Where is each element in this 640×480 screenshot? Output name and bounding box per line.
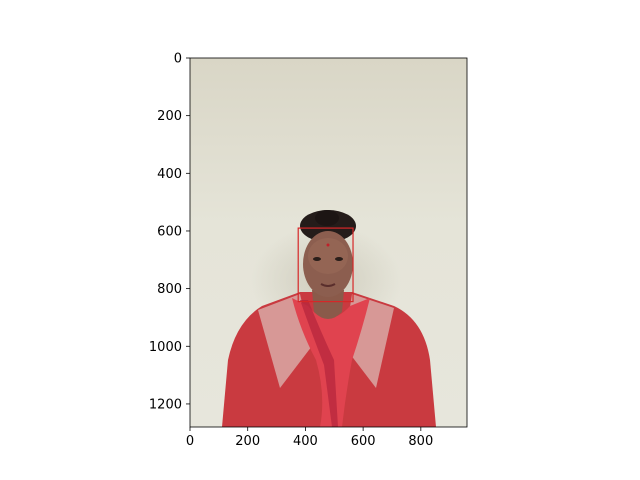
y-tick-label: 1200 — [149, 397, 182, 412]
axes-frame — [189, 57, 468, 428]
face-bounding-box — [297, 227, 354, 303]
y-tick-label: 400 — [157, 167, 182, 182]
y-tick-label: 600 — [157, 224, 182, 239]
y-tick-label: 200 — [157, 109, 182, 124]
x-tick-label: 800 — [408, 434, 433, 449]
portrait-photo — [190, 58, 467, 427]
y-tick-label: 0 — [174, 52, 182, 67]
x-tick-label: 600 — [351, 434, 376, 449]
y-tick-label: 1000 — [149, 340, 182, 355]
x-tick-label: 200 — [235, 434, 260, 449]
x-tick-label: 400 — [293, 434, 318, 449]
y-tick-label: 800 — [157, 282, 182, 297]
y-axis: 0 200 400 600 800 1000 1200 — [149, 52, 190, 412]
x-tick-label: 0 — [186, 434, 194, 449]
x-axis: 0 200 400 600 800 — [186, 427, 433, 449]
